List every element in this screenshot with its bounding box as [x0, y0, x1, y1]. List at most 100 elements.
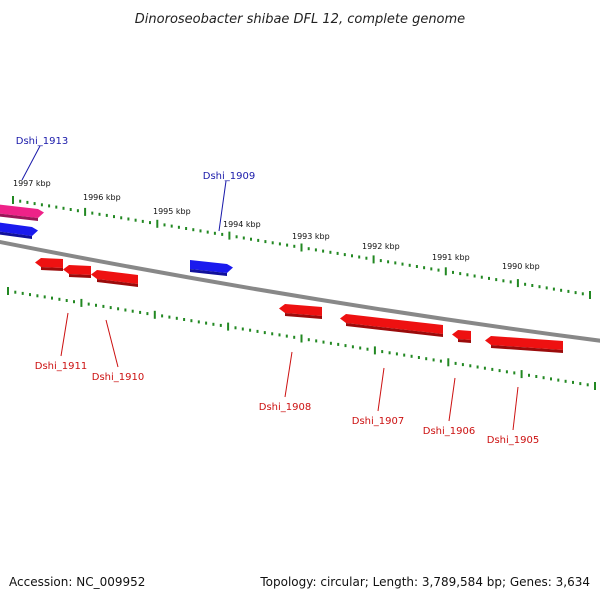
scale-label-1992: 1992 kbp: [362, 242, 400, 251]
upper-minor-tick: [33, 202, 36, 206]
gene-arrow-g1907[interactable]: [340, 314, 443, 337]
upper-minor-tick: [379, 259, 382, 263]
lower-minor-tick: [175, 316, 178, 320]
upper-minor-tick: [314, 248, 317, 252]
upper-minor-tick: [365, 256, 368, 260]
gene-arrow-body: [190, 260, 233, 273]
lower-minor-tick: [168, 315, 171, 319]
upper-minor-tick: [177, 225, 180, 229]
upper-minor-tick: [394, 261, 397, 265]
lower-minor-tick: [483, 366, 486, 370]
scale-label-1994: 1994 kbp: [223, 220, 261, 229]
upper-minor-tick: [141, 219, 144, 223]
lower-minor-tick: [542, 376, 545, 380]
lower-minor-tick: [190, 319, 193, 323]
lower-minor-tick: [234, 326, 237, 330]
gene-arrow-shadow: [285, 313, 322, 319]
lower-minor-tick: [432, 358, 435, 362]
upper-minor-tick: [235, 235, 238, 239]
lower-minor-tick: [557, 378, 560, 382]
leader-line-g1909: [218, 180, 227, 232]
upper-minor-tick: [76, 209, 79, 213]
gene-arrow-shadow: [458, 339, 471, 343]
gene-arrow-g1911[interactable]: [63, 265, 91, 278]
gene-label-g1905[interactable]: Dshi_1905: [487, 435, 539, 446]
gene-label-g1911[interactable]: Dshi_1911: [35, 361, 87, 372]
gene-arrow-g1910[interactable]: [91, 270, 138, 287]
upper-minor-tick: [26, 200, 29, 204]
gene-labels: Dshi_1913 Dshi_1909 Dshi_1911 Dshi_1910 Dshi…: [16, 136, 539, 446]
gene-label-g1910[interactable]: Dshi_1910: [92, 372, 144, 383]
gene-arrow-g1913[interactable]: [0, 204, 44, 221]
lower-minor-tick: [388, 351, 391, 355]
gene-label-g1906[interactable]: Dshi_1906: [423, 426, 475, 437]
lower-minor-tick: [403, 353, 406, 357]
upper-minor-tick: [98, 212, 101, 216]
upper-minor-tick: [163, 223, 166, 227]
lower-major-tick: [227, 322, 230, 331]
upper-minor-tick: [62, 206, 65, 210]
upper-minor-tick: [91, 211, 94, 215]
gene-label-g1909[interactable]: Dshi_1909: [203, 171, 255, 182]
upper-minor-tick: [322, 249, 325, 253]
lower-minor-tick: [359, 346, 362, 350]
lower-minor-tick: [528, 373, 530, 377]
upper-minor-tick: [437, 268, 440, 272]
gene-arrow-shadow: [190, 269, 227, 276]
lower-scale-ticks: [7, 287, 596, 390]
lower-minor-tick: [344, 344, 347, 348]
gene-arrow-body: [340, 314, 443, 334]
upper-minor-tick: [524, 282, 527, 286]
leader-line-g1908: [284, 351, 293, 398]
lower-minor-tick: [102, 304, 105, 308]
gene-arrow-body: [452, 330, 471, 340]
lower-minor-tick: [43, 295, 46, 299]
lower-minor-tick: [417, 356, 420, 359]
lower-minor-tick: [29, 293, 31, 297]
lower-minor-tick: [212, 322, 215, 326]
lower-major-tick: [300, 334, 303, 343]
gene-arrow-shadow: [0, 231, 32, 239]
upper-minor-tick: [149, 221, 151, 225]
lower-minor-tick: [337, 342, 340, 346]
upper-minor-tick: [213, 231, 216, 235]
upper-major-tick: [444, 267, 447, 276]
gene-arrow-gfwd2[interactable]: [0, 222, 38, 239]
gene-label-g1907[interactable]: Dshi_1907: [352, 416, 404, 427]
lower-minor-tick: [109, 306, 112, 310]
upper-major-tick: [156, 219, 159, 228]
upper-minor-tick: [329, 250, 332, 254]
gene-label-g1913[interactable]: Dshi_1913: [16, 136, 68, 147]
gene-arrow-body: [35, 258, 63, 268]
gene-label-g1908[interactable]: Dshi_1908: [259, 402, 311, 413]
gene-arrow-g1909[interactable]: [190, 260, 233, 276]
lower-minor-tick: [564, 379, 567, 383]
lower-minor-tick: [58, 297, 61, 301]
gene-arrow-shadow: [0, 213, 38, 221]
upper-minor-tick: [343, 253, 346, 257]
gene-arrow-gr1[interactable]: [35, 258, 63, 271]
lower-major-tick: [520, 370, 523, 379]
upper-minor-tick: [552, 287, 555, 291]
lower-major-tick: [153, 310, 156, 319]
scale-label-1993: 1993 kbp: [292, 232, 330, 241]
lower-minor-tick: [73, 300, 75, 304]
upper-minor-tick: [581, 292, 584, 296]
gene-arrow-body: [485, 336, 563, 350]
lower-minor-tick: [249, 328, 252, 332]
upper-minor-tick: [40, 203, 43, 207]
gene-arrow-g1906[interactable]: [452, 330, 471, 343]
lower-minor-tick: [322, 340, 325, 344]
scale-label-1991: 1991 kbp: [432, 253, 470, 262]
upper-minor-tick: [257, 238, 260, 242]
upper-major-tick: [12, 196, 14, 204]
gene-arrow-g1908[interactable]: [279, 304, 322, 319]
gene-arrow-shadow: [346, 323, 443, 337]
lower-minor-tick: [454, 361, 457, 365]
lower-minor-tick: [293, 335, 296, 339]
gene-arrow-g1905[interactable]: [485, 336, 563, 353]
gene-arrow-shadow: [97, 279, 138, 287]
upper-major-tick: [516, 279, 519, 288]
upper-minor-tick: [452, 270, 454, 274]
accession-text: Accession: NC_009952: [9, 575, 145, 589]
